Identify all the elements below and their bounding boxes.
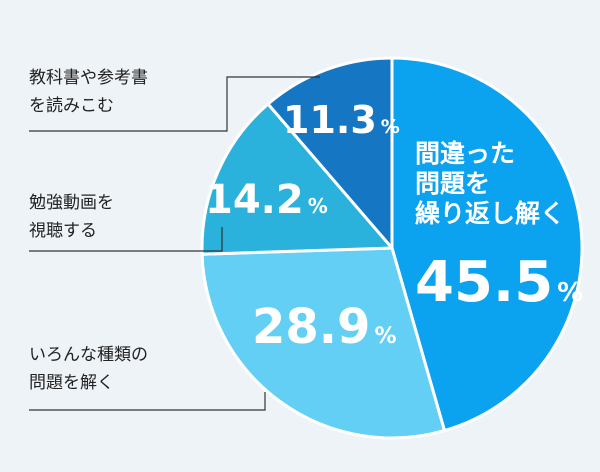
slice-label-3-line-0: 教科書や参考書	[29, 68, 148, 88]
slice-label-0-line-1: 問題を	[415, 169, 490, 198]
slice-label-2-line-0: 勉強動画を	[29, 193, 114, 213]
slice-label-0-line-0: 間違った	[415, 139, 515, 168]
percent-sign: %	[557, 278, 583, 308]
pie-slice-0	[390, 56, 584, 433]
slice-label-1-line-0: いろんな種類の	[29, 345, 148, 365]
leader-line-1	[29, 392, 266, 411]
leader-line-3	[29, 76, 320, 132]
slice-label-2-line-1: 視聴する	[29, 221, 97, 241]
pie-slice-3	[266, 56, 394, 250]
slice-label-0-line-2: 繰り返し解く	[415, 199, 565, 228]
leader-line-2	[29, 227, 223, 252]
percent-sign: %	[308, 194, 328, 218]
percent-sign: %	[374, 324, 396, 349]
pie-slice-1	[200, 246, 446, 440]
slice-label-1-line-1: 問題を解く	[29, 373, 114, 393]
percent-sign: %	[381, 116, 400, 138]
pie-slice-2	[200, 102, 394, 256]
slice-value-2: 14.2%	[205, 177, 328, 223]
slice-label-3-line-1: を読みこむ	[29, 96, 114, 116]
